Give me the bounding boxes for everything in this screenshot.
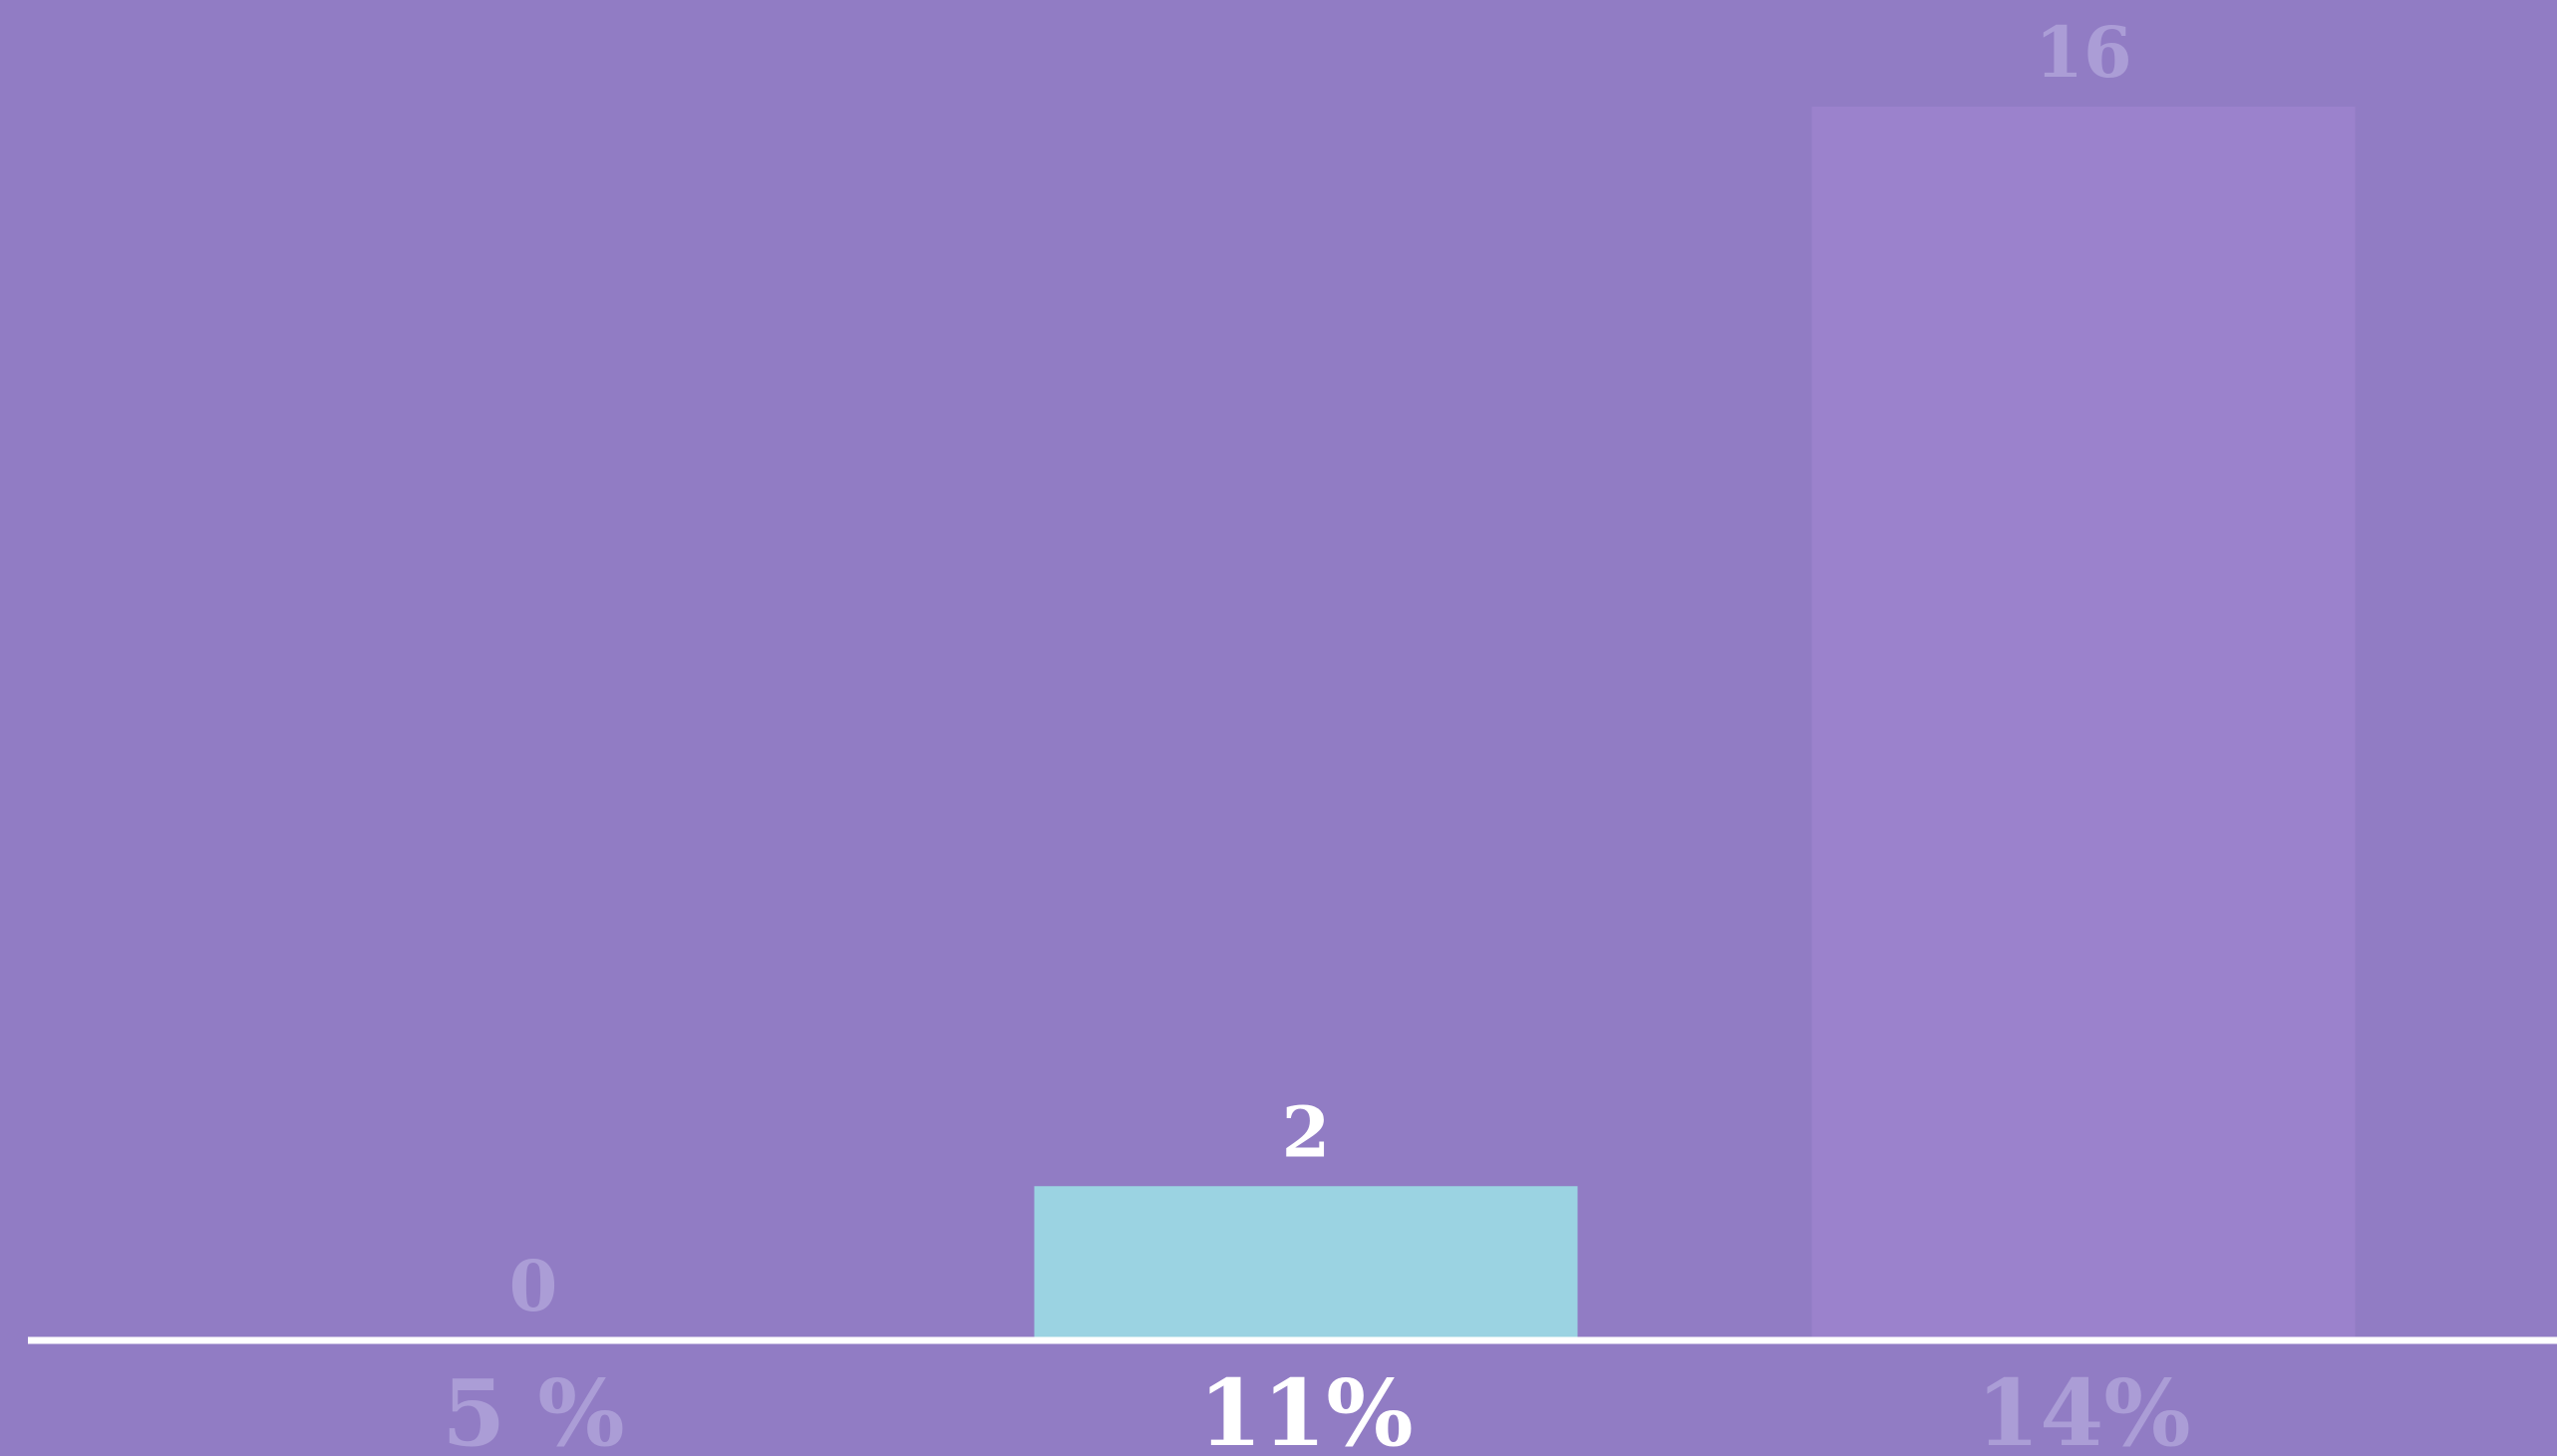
bar-1 (1034, 1186, 1578, 1340)
value-label-0: 0 (509, 1245, 558, 1327)
bars-layer (1034, 107, 2356, 1340)
value-label-1: 2 (1282, 1090, 1331, 1173)
category-labels-layer: 5 % 11% 14% (442, 1359, 2190, 1456)
category-label-2: 14% (1976, 1359, 2190, 1456)
bar-2 (1811, 107, 2356, 1340)
category-label-1: 11% (1198, 1359, 1413, 1456)
category-label-0: 5 % (442, 1359, 624, 1456)
value-label-2: 16 (2035, 11, 2131, 94)
value-labels-layer: 0 2 16 (509, 11, 2132, 1327)
